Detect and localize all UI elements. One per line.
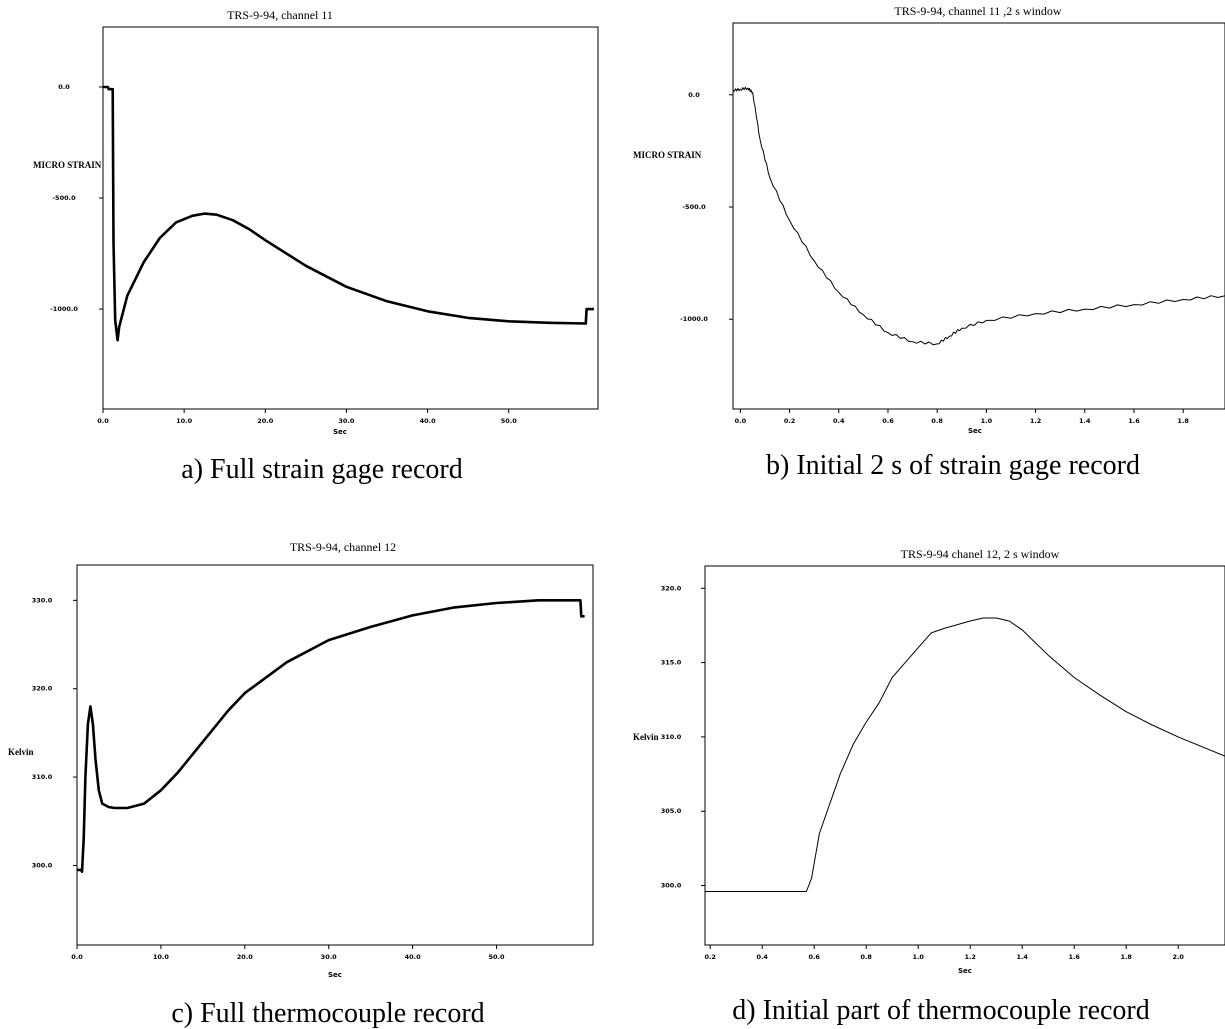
plot-frame [102, 26, 599, 410]
x-tick-label: 1.8 [1177, 417, 1189, 425]
y-tick-label: 330.0 [32, 596, 53, 604]
x-axis-label: Sec [958, 967, 972, 975]
x-tick-label: 40.0 [420, 417, 437, 425]
x-tick-label: 40.0 [405, 953, 422, 961]
x-tick-label: 1.6 [1068, 953, 1080, 961]
x-tick-label: 1.4 [1016, 953, 1028, 961]
plot-frame [704, 565, 1225, 946]
panel-caption: c) Full thermocouple record [171, 998, 484, 1029]
x-tick-label: 1.0 [912, 953, 924, 961]
x-tick-label: 10.0 [153, 953, 170, 961]
x-tick-label: 1.0 [981, 417, 993, 425]
y-tick-label: -500.0 [52, 194, 76, 202]
y-tick-label: 300.0 [661, 882, 682, 890]
y-tick-label: -1000.0 [680, 315, 708, 323]
y-axis-label: MICRO STRAIN [33, 160, 102, 170]
y-tick-label: 300.0 [32, 861, 53, 869]
chart-panel-2: TRS-9-94, channel 11 ,2 s window MICRO ST… [633, 4, 1225, 481]
x-tick-label: 0.4 [756, 953, 768, 961]
y-tick-label: 320.0 [661, 584, 682, 592]
y-tick-label: -500.0 [682, 203, 706, 211]
x-tick-label: 0.0 [97, 417, 109, 425]
x-tick-label: 0.0 [71, 953, 83, 961]
panel-caption: b) Initial 2 s of strain gage record [766, 450, 1140, 481]
chart-panel-4: TRS-9-94 chanel 12, 2 s window Kelvin Sec 0… [633, 547, 1225, 1026]
panel-caption: a) Full strain gage record [181, 454, 462, 485]
y-axis-label: MICRO STRAIN [633, 150, 702, 160]
y-axis-label: Kelvin [8, 747, 34, 757]
x-tick-label: 1.2 [1030, 417, 1042, 425]
chart-title: TRS-9-94, channel 11 ,2 s window [894, 4, 1062, 18]
x-tick-label: 1.2 [964, 953, 976, 961]
x-tick-label: 0.2 [704, 953, 716, 961]
chart-panel-3: TRS-9-94, channel 12 Kelvin Sec 0.0 10.0 20.0… [8, 540, 594, 1029]
y-tick-label: 310.0 [32, 773, 53, 781]
y-tick-label: 315.0 [661, 659, 682, 667]
x-tick-label: 0.6 [882, 417, 894, 425]
x-tick-label: 20.0 [257, 417, 274, 425]
y-tick-label: 0.0 [688, 91, 700, 99]
x-tick-label: 30.0 [321, 953, 338, 961]
chart-title: TRS-9-94, channel 12 [290, 540, 396, 554]
series-line [705, 617, 1225, 892]
x-tick-label: 1.8 [1120, 953, 1132, 961]
chart-panel-1: TRS-9-94, channel 11 MICRO STRAIN Sec 0.0 10… [33, 8, 599, 485]
series-line [77, 598, 585, 874]
x-tick-label: 1.6 [1128, 417, 1140, 425]
y-tick-label: -1000.0 [50, 305, 78, 313]
x-tick-label: 0.8 [860, 953, 872, 961]
x-tick-label: 0.4 [833, 417, 845, 425]
plot-frame [732, 22, 1225, 410]
x-tick-label: 0.8 [931, 417, 943, 425]
x-tick-label: 20.0 [237, 953, 254, 961]
x-tick-label: 50.0 [501, 417, 518, 425]
y-tick-label: 320.0 [32, 685, 53, 693]
chart-title: TRS-9-94 chanel 12, 2 s window [901, 547, 1060, 561]
x-tick-label: 10.0 [176, 417, 193, 425]
x-axis-label: Sec [333, 428, 347, 436]
series-line [103, 85, 594, 342]
x-tick-label: 0.0 [735, 417, 747, 425]
x-tick-label: 2.0 [1172, 953, 1184, 961]
panel-caption: d) Initial part of thermocouple record [732, 995, 1150, 1026]
series-line [733, 86, 1225, 346]
x-tick-label: 0.6 [808, 953, 820, 961]
x-axis-label: Sec [968, 427, 982, 435]
y-tick-label: 0.0 [58, 83, 70, 91]
y-tick-label: 310.0 [661, 733, 682, 741]
x-axis-label: Sec [328, 971, 342, 979]
x-tick-label: 0.2 [784, 417, 796, 425]
y-axis-label: Kelvin [633, 732, 659, 742]
y-tick-label: 305.0 [661, 807, 682, 815]
x-tick-label: 50.0 [488, 953, 505, 961]
x-tick-label: 1.4 [1079, 417, 1091, 425]
chart-title: TRS-9-94, channel 11 [227, 8, 333, 22]
plot-frame [76, 564, 594, 946]
x-tick-label: 30.0 [338, 417, 355, 425]
